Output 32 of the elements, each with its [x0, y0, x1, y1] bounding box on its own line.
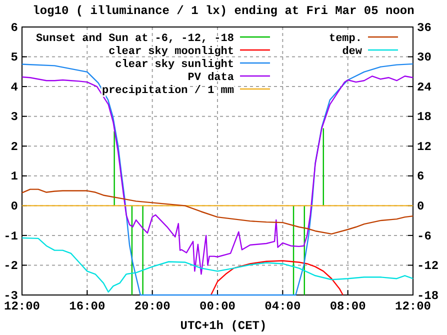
y2-tick-label: 24 [417, 80, 432, 94]
legend-label: PV data [188, 72, 234, 84]
legend-label: clear sky sunlight [115, 59, 234, 71]
legend-label: precipitation / 1 mm [102, 85, 234, 97]
y-tick-label: 2 [10, 140, 18, 154]
y-tick-label: 1 [10, 170, 18, 184]
x-axis-title: UTC+1h (CET) [180, 319, 267, 333]
y2-tick-label: -6 [417, 229, 432, 244]
x-tick-label: 04:00 [264, 300, 301, 314]
x-tick-label: 20:00 [134, 300, 170, 314]
y-tick-label: 3 [10, 110, 18, 124]
y2-tick-label: 12 [417, 140, 432, 154]
y-tick-label: 6 [10, 20, 18, 35]
y2-tick-label: 18 [417, 110, 432, 124]
legend-label: clear sky moonlight [108, 46, 234, 58]
y2-tick-label: 6 [417, 170, 424, 184]
x-tick-label: 16:00 [69, 300, 106, 314]
y-tick-label: 5 [10, 50, 18, 65]
legend-label: Sunset and Sun at -6, -12, -18 [36, 33, 234, 45]
y2-tick-label: 30 [417, 50, 432, 65]
y-tick-label: -2 [4, 259, 18, 274]
x-tick-label: 08:00 [330, 300, 366, 314]
y-tick-label: 4 [10, 80, 18, 94]
y-tick-label: 0 [10, 200, 18, 214]
y2-tick-label: -12 [417, 259, 439, 274]
y2-tick-label: 0 [417, 200, 424, 214]
chart-title: log10 ( illuminance / 1 lx) ending at Fri Mar 05 noon [32, 4, 414, 18]
y-tick-label: -1 [4, 229, 18, 244]
x-tick-label: 00:00 [199, 300, 236, 314]
legend-label: dew [342, 46, 362, 58]
y2-tick-label: 36 [417, 20, 432, 35]
legend-label: temp. [328, 33, 362, 45]
